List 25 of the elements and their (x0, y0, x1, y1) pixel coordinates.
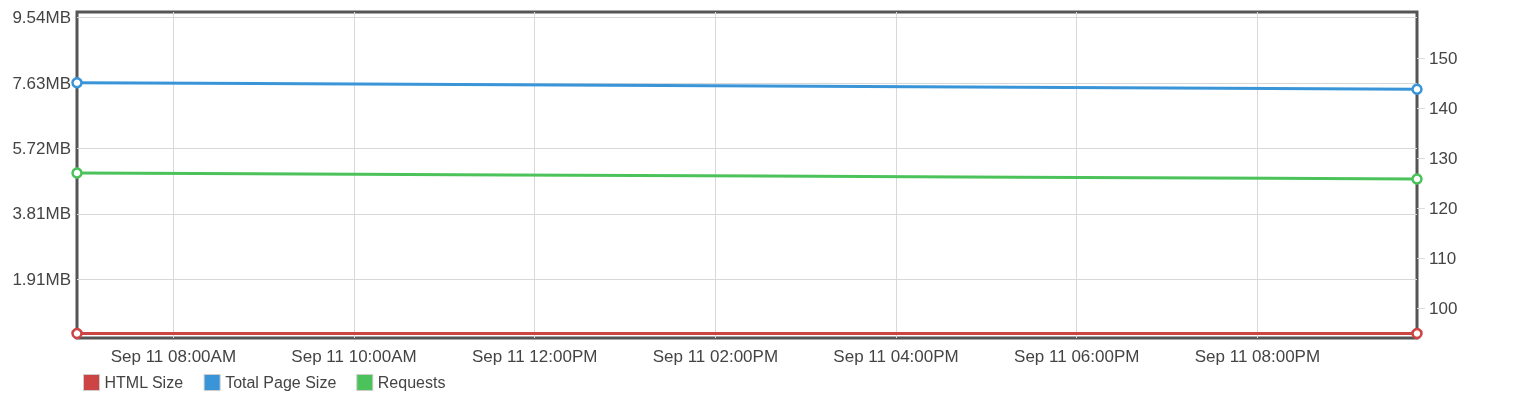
y2-tick-label: 120 (1429, 199, 1458, 218)
x-tick-label: Sep 11 08:00PM (1194, 347, 1321, 366)
legend-label: Requests (377, 374, 446, 391)
x-tick-label: Sep 11 08:00AM (110, 347, 237, 366)
y-tick-label: 7.63MB (12, 73, 71, 93)
x-tick-label: Sep 11 06:00PM (1014, 347, 1140, 366)
legend-label: HTML Size (104, 374, 184, 391)
point (1411, 83, 1423, 95)
legend-label: Total Page Size (225, 374, 337, 391)
y2-tick-label: 100 (1429, 299, 1458, 318)
point (71, 327, 83, 340)
x-tick-label: Sep 11 04:00PM (833, 347, 959, 366)
point (1411, 327, 1423, 340)
y-tick-label: 9.54MB (12, 8, 71, 28)
y2-tick-label: 150 (1429, 49, 1458, 68)
x-tick-label: Sep 11 02:00PM (652, 347, 779, 366)
y2-tick-label: 110 (1429, 249, 1457, 268)
point (71, 76, 83, 89)
y2-tick-label: 140 (1429, 99, 1458, 118)
y-tick-label: 1.91MB (12, 269, 71, 289)
y-tick-label: 3.81MB (12, 204, 71, 224)
y-tick-label: 5.72MB (12, 139, 71, 159)
x-tick-label: Sep 11 10:00AM (291, 347, 417, 366)
y2-tick-label: 130 (1429, 149, 1458, 168)
x-tick-label: Sep 11 12:00PM (472, 347, 598, 366)
